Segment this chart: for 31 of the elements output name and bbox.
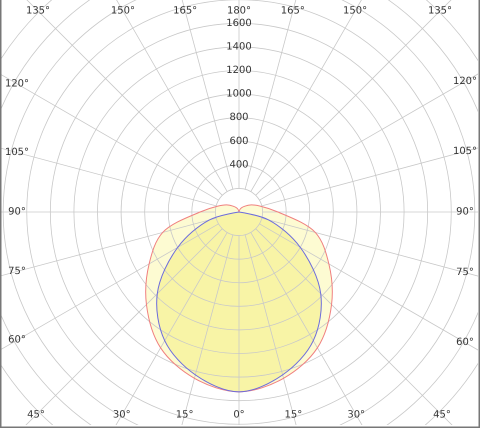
spoke-label: 75° bbox=[8, 266, 26, 277]
spoke-label: 15° bbox=[176, 410, 194, 420]
y-tick-label: 1400 bbox=[226, 41, 252, 52]
spoke-label: 150° bbox=[343, 6, 368, 16]
spoke-label: 120° bbox=[4, 78, 30, 90]
y-tick-label: 1000 bbox=[226, 88, 252, 100]
spoke-label: 90° bbox=[456, 206, 474, 218]
spoke-label: 60° bbox=[8, 334, 26, 346]
spoke-label: 30° bbox=[112, 410, 131, 420]
spoke-label: 120° bbox=[452, 76, 478, 88]
spoke-label: 90° bbox=[8, 206, 26, 218]
y-tick-label: 1600 bbox=[226, 18, 252, 29]
spoke-label: 30° bbox=[347, 410, 366, 420]
spoke-label: 165° bbox=[280, 6, 305, 16]
spoke-label: 45° bbox=[433, 410, 451, 420]
spoke-label: 150° bbox=[110, 6, 135, 16]
spoke-label: 180° bbox=[226, 6, 252, 16]
spoke-label: 105° bbox=[452, 146, 478, 157]
spoke-label: 15° bbox=[284, 410, 302, 420]
spoke-label: 45° bbox=[27, 410, 45, 420]
y-tick-label: 400 bbox=[229, 159, 249, 170]
spoke-label: 0° bbox=[233, 410, 245, 420]
y-tick-label: 800 bbox=[229, 112, 249, 124]
spoke-label: 135° bbox=[428, 6, 452, 16]
spoke-label: 135° bbox=[26, 6, 50, 16]
y-tick-label: 1200 bbox=[226, 65, 252, 76]
spoke-label: 105° bbox=[4, 147, 30, 158]
spoke-label: 60° bbox=[456, 336, 474, 348]
spoke-label: 75° bbox=[456, 267, 474, 278]
spoke-label: 165° bbox=[173, 6, 198, 16]
y-tick-label: 600 bbox=[229, 136, 249, 147]
